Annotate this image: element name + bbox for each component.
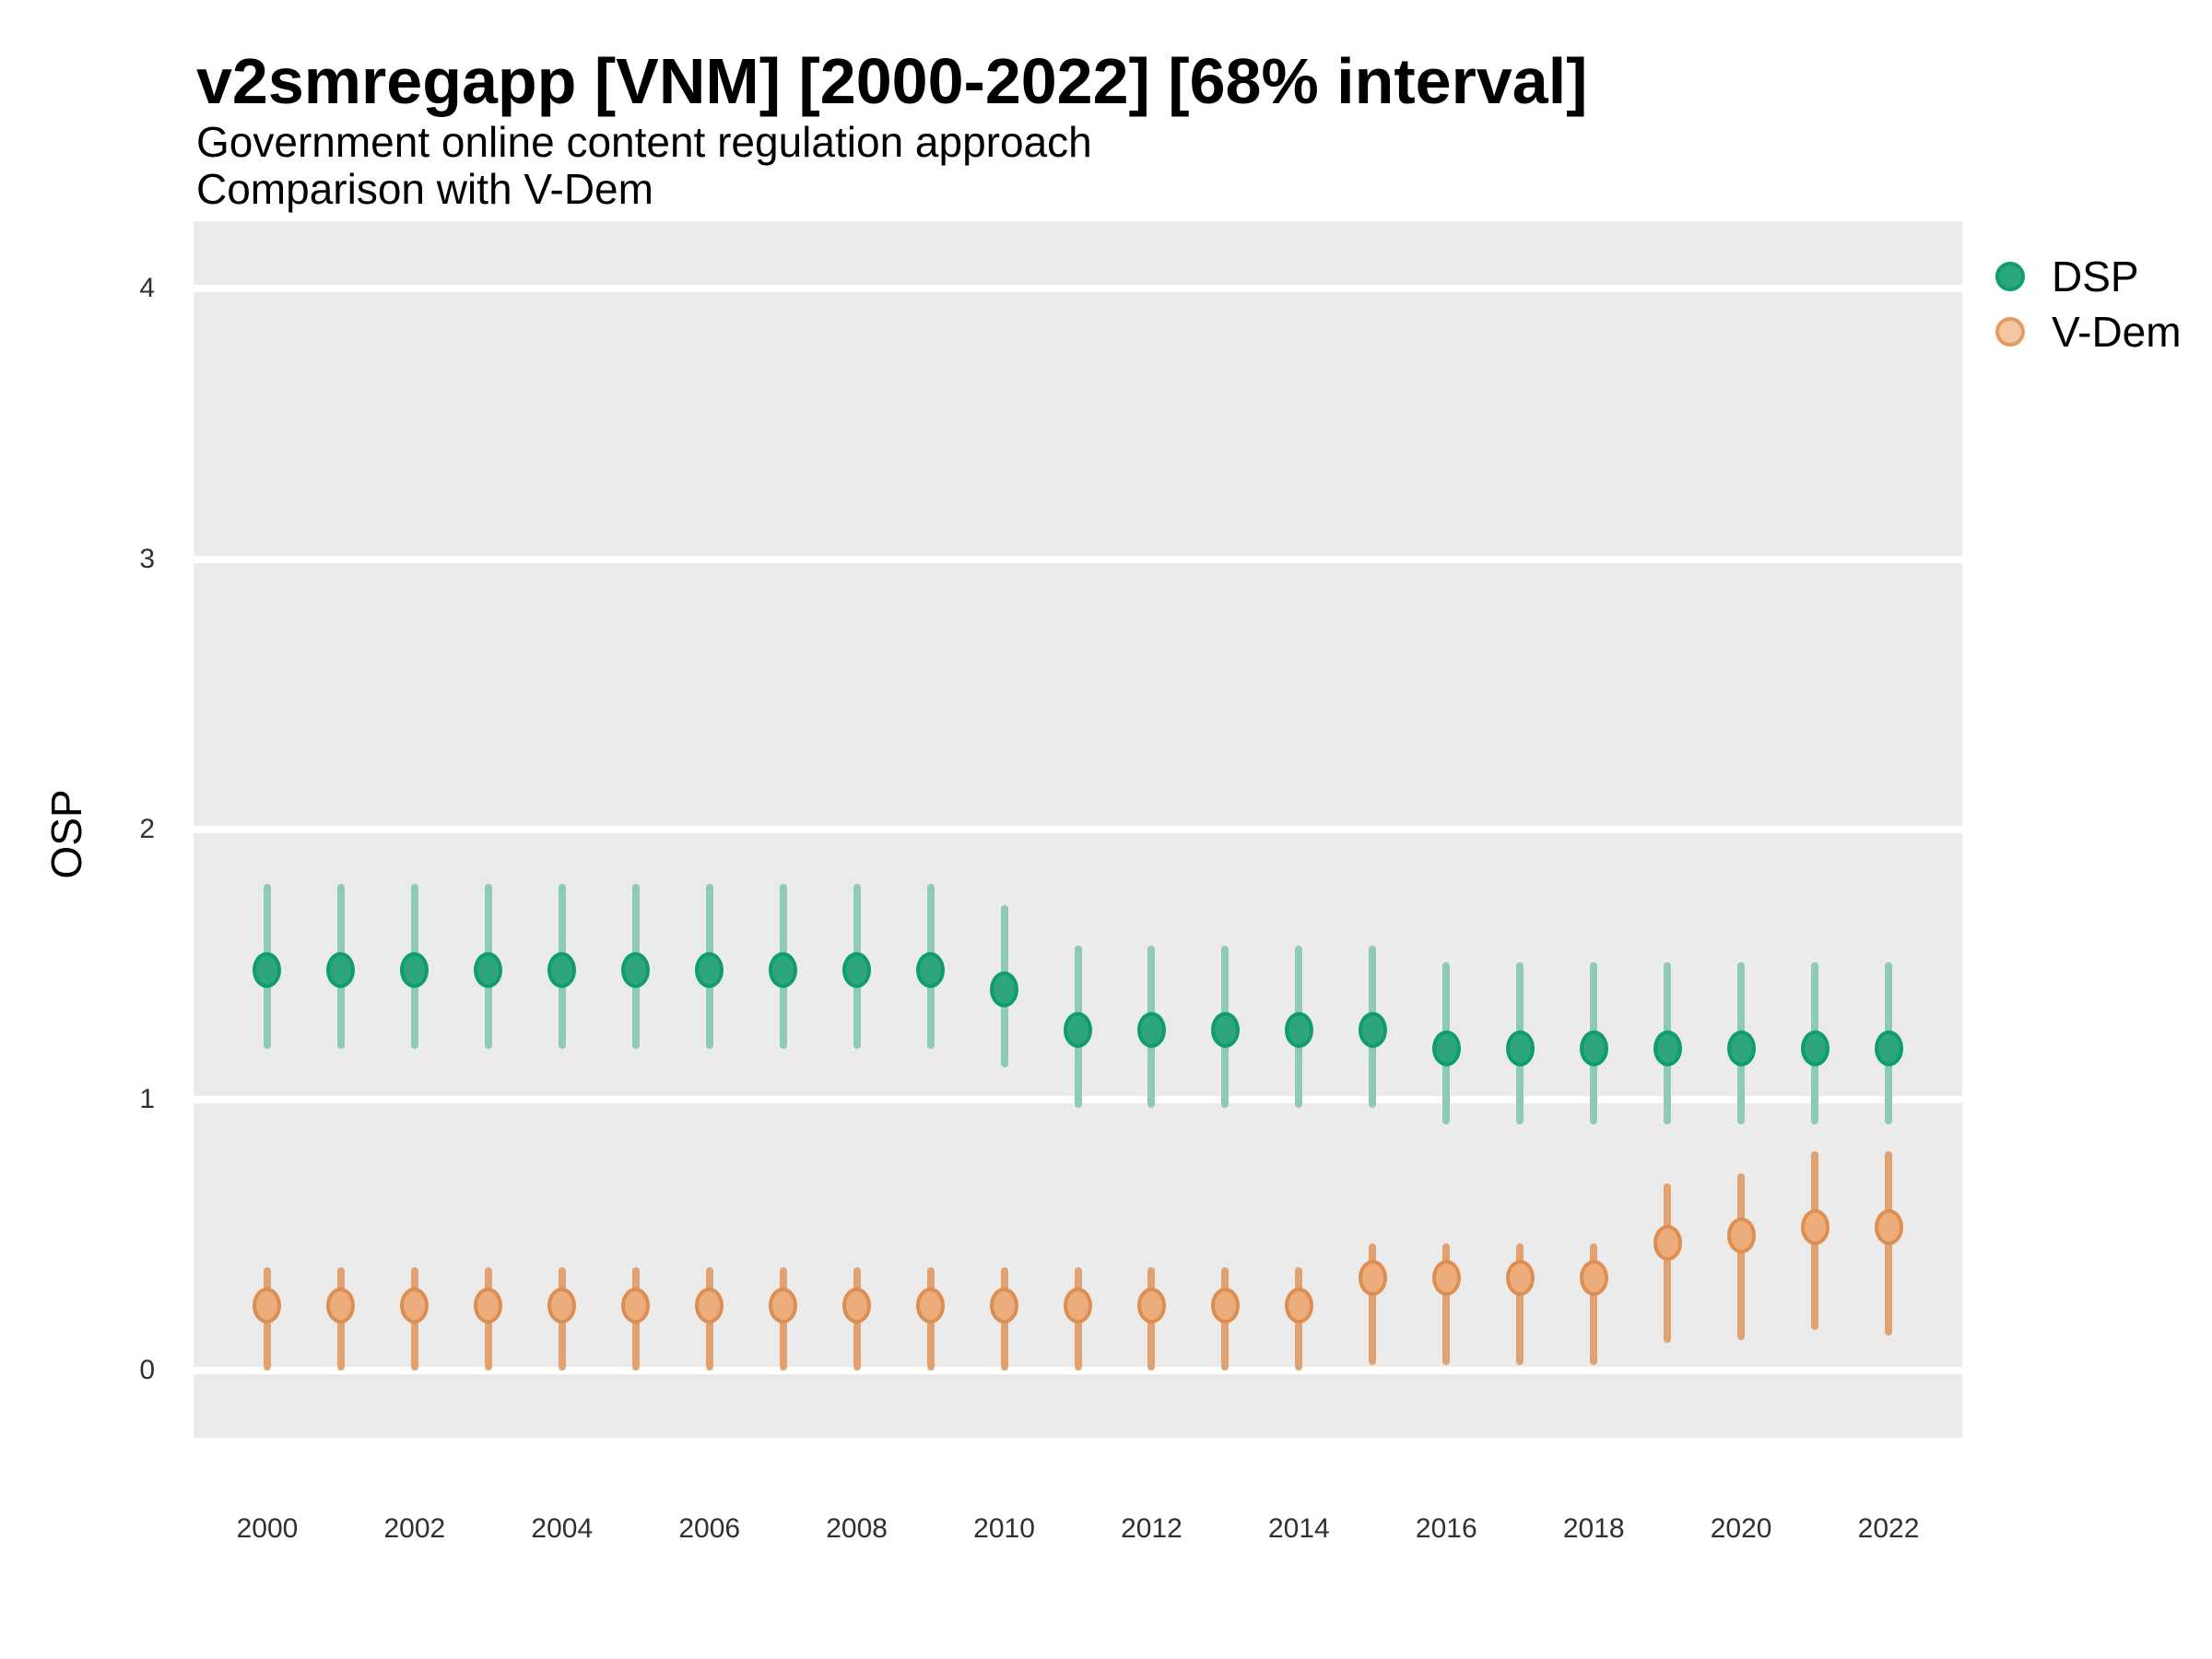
dsp-point (1726, 1030, 1756, 1067)
dsp-point (547, 952, 577, 989)
v-dem-point (695, 1287, 724, 1324)
chart-title: v2smregapp [VNM] [2000-2022] [68% interv… (196, 45, 1588, 117)
dsp-point (842, 952, 872, 989)
y-tick-label: 4 (139, 273, 155, 304)
v-dem-interval-bar (1664, 1183, 1672, 1344)
legend-dot-v-dem (1995, 317, 2025, 347)
dsp-point (1800, 1030, 1830, 1067)
v-dem-point (1431, 1260, 1461, 1297)
dsp-point (326, 952, 356, 989)
legend-entry-dsp: DSP (1983, 249, 2182, 304)
legend-entry-v-dem: V-Dem (1983, 304, 2182, 359)
v-dem-point (326, 1287, 356, 1324)
x-tick-label: 2004 (531, 1513, 594, 1544)
gridline-y-2 (194, 826, 1962, 833)
dsp-point (769, 952, 798, 989)
dsp-point (1874, 1030, 1903, 1067)
v-dem-point (621, 1287, 651, 1324)
plot-panel (194, 221, 1962, 1438)
v-dem-point (547, 1287, 577, 1324)
dsp-point (1284, 1011, 1313, 1048)
x-tick-label: 2018 (1562, 1513, 1625, 1544)
v-dem-point (1284, 1287, 1313, 1324)
dsp-point (1136, 1011, 1166, 1048)
dsp-point (253, 952, 282, 989)
dsp-point (1210, 1011, 1240, 1048)
dsp-point (1653, 1030, 1682, 1067)
legend-dot-dsp (1995, 262, 2025, 291)
legend-label: V-Dem (2052, 308, 2182, 356)
legend-label: DSP (2052, 253, 2139, 300)
x-tick-label: 2020 (1710, 1513, 1772, 1544)
v-dem-point (474, 1287, 503, 1324)
chart-subtitle: Government online content regulation app… (196, 118, 1092, 166)
v-dem-point (1136, 1287, 1166, 1324)
y-tick-label: 0 (139, 1354, 155, 1385)
v-dem-interval-bar (1369, 1242, 1377, 1365)
dsp-point (400, 952, 429, 989)
x-tick-label: 2002 (383, 1513, 446, 1544)
dsp-point (1064, 1011, 1092, 1048)
v-dem-point (1358, 1260, 1387, 1297)
legend: DSP V-Dem (1983, 249, 2182, 359)
x-tick-label: 2016 (1415, 1513, 1477, 1544)
v-dem-point (400, 1287, 429, 1324)
v-dem-point (916, 1287, 946, 1324)
gridline-y-0 (194, 1366, 1962, 1374)
v-dem-point (1874, 1208, 1903, 1245)
y-tick-label: 2 (139, 814, 155, 844)
dsp-point (1431, 1030, 1461, 1067)
v-dem-interval-bar (1442, 1242, 1451, 1365)
x-tick-label: 2022 (1857, 1513, 1920, 1544)
gridline-y-4 (194, 285, 1962, 293)
y-tick-label: 1 (139, 1084, 155, 1115)
dsp-point (695, 952, 724, 989)
gridline-y-3 (194, 555, 1962, 563)
v-dem-point (1653, 1225, 1682, 1262)
v-dem-interval-bar (1737, 1172, 1746, 1341)
dsp-point (474, 952, 503, 989)
x-tick-label: 2012 (1121, 1513, 1182, 1544)
v-dem-point (1800, 1208, 1830, 1245)
v-dem-point (1210, 1287, 1240, 1324)
v-dem-point (1726, 1217, 1756, 1253)
x-tick-label: 2014 (1268, 1513, 1330, 1544)
dsp-point (990, 971, 1019, 1007)
x-tick-label: 2008 (826, 1513, 888, 1544)
v-dem-point (253, 1287, 282, 1324)
dsp-point (621, 952, 651, 989)
x-tick-label: 2006 (678, 1513, 741, 1544)
dsp-point (1505, 1030, 1535, 1067)
dsp-point (1579, 1030, 1608, 1067)
v-dem-interval-bar (1516, 1242, 1524, 1365)
v-dem-point (1579, 1260, 1608, 1297)
dsp-point (1358, 1011, 1387, 1048)
x-tick-label: 2010 (973, 1513, 1035, 1544)
dsp-point (916, 952, 946, 989)
v-dem-interval-bar (1590, 1242, 1598, 1365)
v-dem-point (769, 1287, 798, 1324)
v-dem-point (1064, 1287, 1092, 1324)
chart-subtitle-comparison: Comparison with V-Dem (196, 165, 653, 213)
x-tick-label: 2000 (236, 1513, 299, 1544)
v-dem-point (1505, 1260, 1535, 1297)
v-dem-point (842, 1287, 872, 1324)
v-dem-point (990, 1287, 1019, 1324)
y-tick-label: 3 (139, 543, 155, 574)
